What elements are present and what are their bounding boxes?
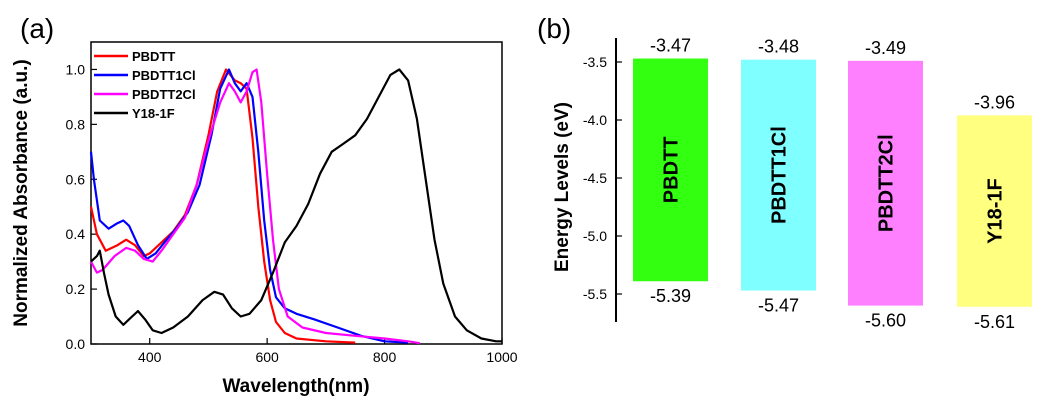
homo-label-pbdtt2cl: -5.60 — [865, 311, 906, 331]
plot-frame-a — [90, 41, 503, 345]
homo-label-pbdtt: -5.39 — [650, 286, 691, 306]
y-axis-title-b: Energy Levels (eV) — [552, 102, 573, 272]
homo-label-pbdtt1cl: -5.47 — [758, 296, 799, 316]
x-tick-label-a: 800 — [373, 349, 397, 365]
x-axis-title-a: Wavelength(nm) — [222, 376, 369, 397]
energy-level-chart: -3.5 -4.0 -4.5 -5.0 -5.5 -3.47 -5.39 PBDTT -3.4… — [552, 36, 1032, 332]
lumo-label-pbdtt2cl: -3.49 — [865, 38, 906, 58]
y-tick-label-b: -5.5 — [583, 286, 607, 302]
legend-label-y18-1f: Y18-1F — [132, 106, 175, 121]
y-tick-label-b: -4.5 — [583, 170, 607, 186]
legend-a: PBDTT PBDTT1Cl PBDTT2Cl Y18-1F — [94, 49, 196, 121]
x-tick-label-a: 400 — [138, 349, 162, 365]
legend-label-pbdtt2cl: PBDTT2Cl — [132, 87, 196, 102]
bar-name-pbdtt1cl: PBDTT1Cl — [769, 126, 791, 224]
legend-label-pbdtt1cl: PBDTT1Cl — [132, 68, 196, 83]
energy-bar-pbdtt1cl — [741, 59, 816, 291]
panel-b-label: (b) — [537, 13, 571, 44]
y-tick-label-a: 1.0 — [66, 61, 86, 77]
y-tick-label-a: 0.2 — [66, 281, 86, 297]
y-tick-label-b: -3.5 — [583, 54, 607, 70]
y-tick-label-b: -5.0 — [583, 228, 607, 244]
lumo-label-y18-1f: -3.96 — [974, 92, 1015, 112]
energy-bar-pbdtt2cl — [848, 60, 923, 306]
homo-label-y18-1f: -5.61 — [974, 312, 1015, 332]
x-tick-label-a: 600 — [255, 349, 279, 365]
y-tick-label-a: 0.0 — [66, 336, 86, 352]
panel-a-label: (a) — [20, 13, 54, 44]
lumo-label-pbdtt: -3.47 — [650, 36, 691, 56]
energy-bar-y18-1f — [957, 115, 1032, 307]
y-axis-title-a: Normalized Absorbance (a.u.) — [11, 59, 32, 326]
x-tick-label-a: 1000 — [486, 349, 517, 365]
bar-name-y18-1f: Y18-1F — [985, 178, 1007, 244]
series-line-y18-1f — [90, 68, 502, 343]
bar-name-pbdtt: PBDTT — [661, 137, 683, 204]
energy-bar-pbdtt — [633, 58, 708, 282]
series-line-pbdtt2cl — [90, 68, 420, 345]
bar-name-pbdtt2cl: PBDTT2Cl — [876, 134, 898, 232]
y-tick-label-a: 0.4 — [66, 226, 86, 242]
y-tick-label-b: -4.0 — [583, 112, 607, 128]
y-tick-label-a: 0.8 — [66, 116, 86, 132]
series-line-pbdtt — [89, 68, 356, 344]
y-tick-label-a: 0.6 — [66, 171, 86, 187]
lumo-label-pbdtt1cl: -3.48 — [758, 37, 799, 57]
legend-label-pbdtt: PBDTT — [132, 49, 175, 64]
series-line-pbdtt1cl — [89, 68, 409, 344]
